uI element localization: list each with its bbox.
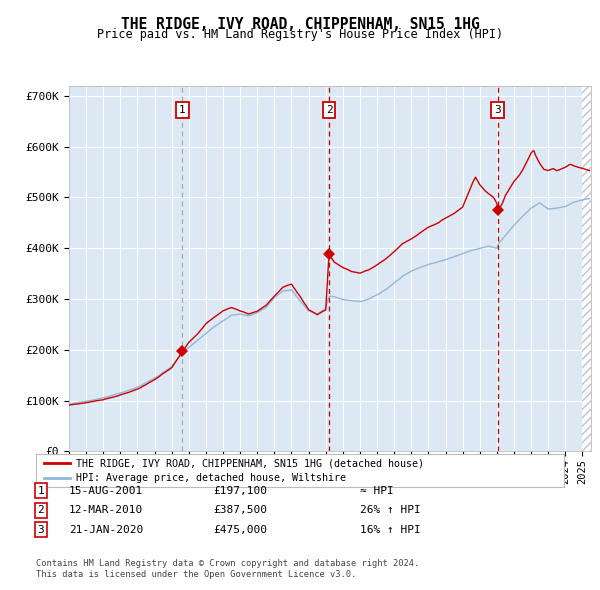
Text: THE RIDGE, IVY ROAD, CHIPPENHAM, SN15 1HG: THE RIDGE, IVY ROAD, CHIPPENHAM, SN15 1H… (121, 17, 479, 31)
Text: 1: 1 (179, 105, 185, 115)
Text: £197,100: £197,100 (213, 486, 267, 496)
Text: Contains HM Land Registry data © Crown copyright and database right 2024.: Contains HM Land Registry data © Crown c… (36, 559, 419, 568)
Bar (583, 86, 593, 451)
Text: 2: 2 (326, 105, 332, 115)
Text: Price paid vs. HM Land Registry's House Price Index (HPI): Price paid vs. HM Land Registry's House … (97, 28, 503, 41)
Text: 26% ↑ HPI: 26% ↑ HPI (360, 506, 421, 515)
Text: HPI: Average price, detached house, Wiltshire: HPI: Average price, detached house, Wilt… (76, 473, 346, 483)
Text: 3: 3 (37, 525, 44, 535)
Text: 16% ↑ HPI: 16% ↑ HPI (360, 525, 421, 535)
Text: 21-JAN-2020: 21-JAN-2020 (69, 525, 143, 535)
Text: 2: 2 (37, 506, 44, 515)
Text: 15-AUG-2001: 15-AUG-2001 (69, 486, 143, 496)
Text: ≈ HPI: ≈ HPI (360, 486, 394, 496)
Text: 3: 3 (494, 105, 501, 115)
Text: 1: 1 (37, 486, 44, 496)
Text: This data is licensed under the Open Government Licence v3.0.: This data is licensed under the Open Gov… (36, 571, 356, 579)
Text: £475,000: £475,000 (213, 525, 267, 535)
Text: £387,500: £387,500 (213, 506, 267, 515)
Text: 12-MAR-2010: 12-MAR-2010 (69, 506, 143, 515)
Text: THE RIDGE, IVY ROAD, CHIPPENHAM, SN15 1HG (detached house): THE RIDGE, IVY ROAD, CHIPPENHAM, SN15 1H… (76, 458, 424, 468)
